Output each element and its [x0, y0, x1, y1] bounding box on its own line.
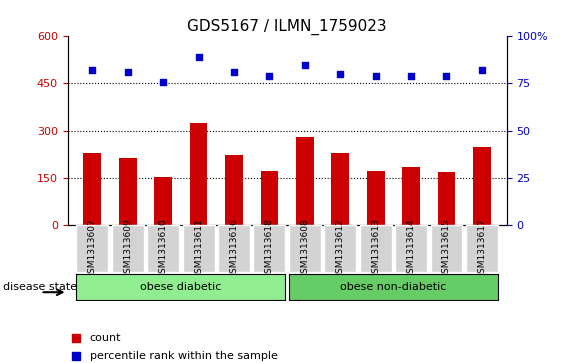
Bar	[190, 123, 207, 225]
Text: GSM1313615: GSM1313615	[442, 218, 451, 279]
Point	[371, 73, 380, 79]
Point	[159, 79, 168, 85]
Text: disease state: disease state	[3, 282, 77, 292]
Text: percentile rank within the sample: percentile rank within the sample	[90, 351, 278, 361]
Point	[194, 54, 203, 60]
Text: GSM1313609: GSM1313609	[123, 218, 132, 279]
Bar	[402, 167, 420, 225]
FancyBboxPatch shape	[77, 274, 285, 300]
FancyBboxPatch shape	[182, 225, 215, 272]
FancyBboxPatch shape	[148, 225, 179, 272]
FancyBboxPatch shape	[395, 225, 427, 272]
Bar	[332, 153, 349, 225]
FancyBboxPatch shape	[289, 274, 498, 300]
Point	[406, 73, 415, 79]
Text: obese non-diabetic: obese non-diabetic	[340, 282, 446, 292]
Point	[88, 68, 97, 73]
FancyBboxPatch shape	[466, 225, 498, 272]
Text: GSM1313608: GSM1313608	[300, 218, 309, 279]
Text: obese diabetic: obese diabetic	[140, 282, 222, 292]
FancyBboxPatch shape	[360, 225, 392, 272]
Point	[265, 73, 274, 79]
Text: GSM1313611: GSM1313611	[194, 218, 203, 279]
Text: GSM1313614: GSM1313614	[406, 218, 415, 279]
Text: GSM1313612: GSM1313612	[336, 218, 345, 279]
Bar	[154, 177, 172, 225]
FancyBboxPatch shape	[324, 225, 356, 272]
Text: GSM1313613: GSM1313613	[371, 218, 380, 279]
Title: GDS5167 / ILMN_1759023: GDS5167 / ILMN_1759023	[187, 19, 387, 35]
Point	[230, 69, 239, 75]
Bar	[296, 137, 314, 225]
Text: GSM1313607: GSM1313607	[88, 218, 97, 279]
FancyBboxPatch shape	[253, 225, 285, 272]
Bar	[261, 171, 278, 225]
Text: GSM1313616: GSM1313616	[230, 218, 239, 279]
Bar	[225, 155, 243, 225]
FancyBboxPatch shape	[289, 225, 321, 272]
Text: GSM1313618: GSM1313618	[265, 218, 274, 279]
FancyBboxPatch shape	[218, 225, 250, 272]
Text: GSM1313617: GSM1313617	[477, 218, 486, 279]
FancyBboxPatch shape	[77, 225, 108, 272]
Point	[123, 69, 132, 75]
Point	[336, 71, 345, 77]
Point	[300, 62, 309, 68]
Point	[442, 73, 451, 79]
Text: GSM1313610: GSM1313610	[159, 218, 168, 279]
Bar	[83, 153, 101, 225]
Bar	[367, 171, 385, 225]
FancyBboxPatch shape	[431, 225, 462, 272]
Bar	[473, 147, 491, 225]
FancyBboxPatch shape	[112, 225, 144, 272]
Bar	[437, 172, 455, 225]
Point	[477, 68, 486, 73]
Text: count: count	[90, 333, 121, 343]
Bar	[119, 158, 137, 225]
